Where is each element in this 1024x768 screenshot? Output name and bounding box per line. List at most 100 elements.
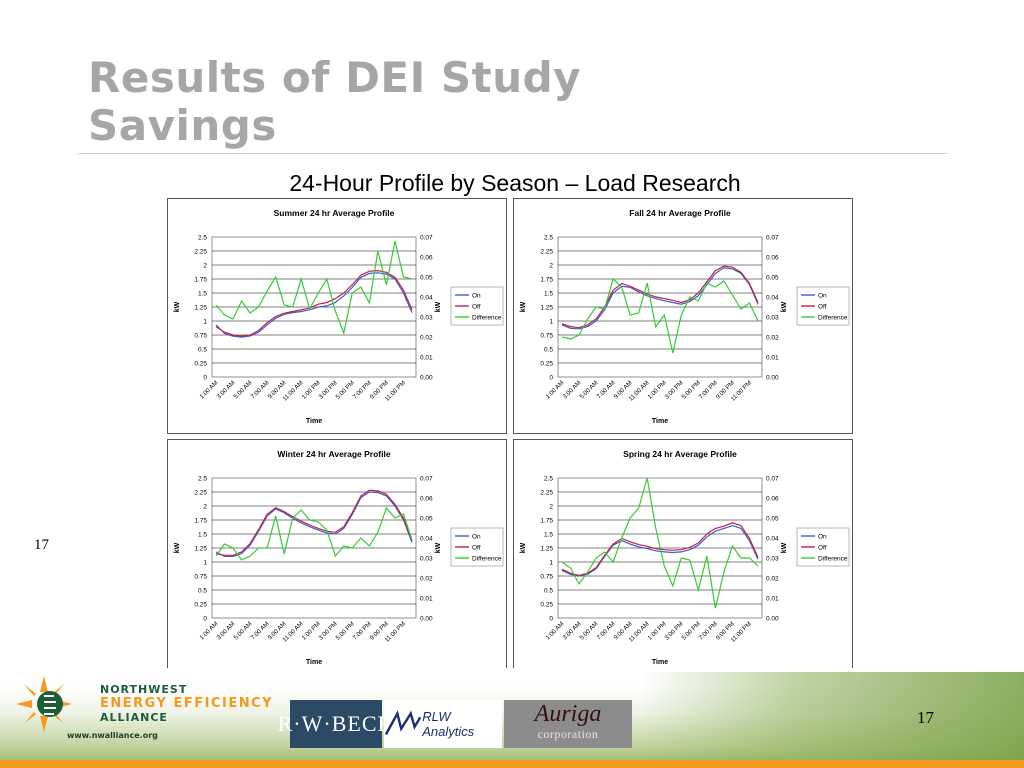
y2-tick-label: 0.00	[766, 616, 779, 623]
slide-subtitle: 24-Hour Profile by Season – Load Researc…	[289, 170, 741, 196]
y-tick-label: 0	[549, 616, 553, 623]
y-tick-label: 0.75	[194, 333, 207, 340]
y2-axis-label: kW	[781, 301, 788, 312]
legend-label: On	[472, 534, 481, 541]
y-tick-label: 0.25	[540, 602, 553, 609]
legend-label: Difference	[472, 315, 502, 322]
y-tick-label: 2	[549, 263, 553, 270]
y2-tick-label: 0.03	[420, 315, 433, 322]
chart-panel-fall: Fall 24 hr Average Profile 0 0.25 0.5 0.75 1 1…	[513, 198, 853, 434]
y-tick-label: 1.5	[198, 291, 207, 298]
y-tick-label: 0.75	[540, 574, 553, 581]
series-line-off	[215, 489, 413, 556]
y2-tick-label: 0.06	[766, 255, 779, 262]
series-line-off	[561, 265, 759, 329]
auriga-main: Auriga	[534, 701, 602, 727]
y2-tick-label: 0.00	[766, 375, 779, 382]
y2-tick-label: 0.04	[420, 536, 433, 543]
series-line-difference	[561, 277, 759, 354]
y-tick-label: 1.5	[544, 532, 553, 539]
y2-tick-label: 0.03	[766, 556, 779, 563]
y2-tick-label: 0.07	[766, 235, 779, 242]
auriga-logo: Auriga corporation	[504, 700, 632, 748]
y-tick-label: 2.25	[194, 249, 207, 256]
x-axis-label: Time	[652, 659, 668, 666]
rlw-analytics-logo: RLW Analytics	[384, 700, 502, 748]
y2-tick-label: 0.02	[766, 576, 779, 583]
y-tick-label: 1.5	[544, 291, 553, 298]
legend-label: Off	[472, 545, 481, 552]
y2-tick-label: 0.05	[420, 516, 433, 523]
legend-label: Off	[818, 304, 827, 311]
y2-tick-label: 0.06	[420, 255, 433, 262]
y2-tick-label: 0.01	[766, 596, 779, 603]
y-tick-label: 2.25	[194, 490, 207, 497]
x-axis-label: Time	[306, 659, 322, 666]
y-tick-label: 1.25	[540, 546, 553, 553]
y2-tick-label: 0.07	[766, 476, 779, 483]
nw-url: www.nwalliance.org	[67, 731, 158, 740]
auriga-sub: corporation	[537, 727, 599, 741]
x-axis-label: Time	[306, 418, 322, 425]
nw-line1: NORTHWEST	[100, 683, 188, 696]
legend-label: Off	[818, 545, 827, 552]
legend-label: Difference	[818, 315, 848, 322]
slide-title-line1: Results of DEI Study	[88, 53, 582, 102]
y2-tick-label: 0.02	[766, 335, 779, 342]
y-tick-label: 2.5	[198, 235, 207, 242]
y-axis-label: kW	[520, 301, 527, 312]
y-tick-label: 2.5	[544, 476, 553, 483]
y-tick-label: 1.25	[194, 546, 207, 553]
y-tick-label: 1	[549, 319, 553, 326]
y-tick-label: 2.5	[198, 476, 207, 483]
x-axis-label: Time	[652, 418, 668, 425]
y-tick-label: 1.75	[194, 518, 207, 525]
grass-image	[640, 672, 1024, 762]
y2-tick-label: 0.06	[766, 496, 779, 503]
slide-title-line2: Savings	[88, 101, 277, 150]
y2-tick-label: 0.04	[766, 536, 779, 543]
series-line-off	[215, 269, 413, 337]
y2-tick-label: 0.05	[766, 275, 779, 282]
legend-label: Difference	[472, 556, 502, 563]
y-axis-label: kW	[520, 542, 527, 553]
nw-line3: ALLIANCE	[100, 711, 168, 724]
y2-axis-label: kW	[781, 542, 788, 553]
y2-tick-label: 0.00	[420, 616, 433, 623]
rlw-swoosh-icon	[384, 710, 422, 736]
series-line-difference	[215, 240, 413, 336]
y2-tick-label: 0.07	[420, 235, 433, 242]
y-tick-label: 0.5	[198, 588, 207, 595]
y2-tick-label: 0.01	[420, 355, 433, 362]
chart-svg: Fall 24 hr Average Profile 0 0.25 0.5 0.75 1 1…	[520, 208, 850, 425]
y-tick-label: 0.25	[194, 361, 207, 368]
y-tick-label: 1.75	[194, 277, 207, 284]
chart-panel-summer: Summer 24 hr Average Profile 0 0.25 0.5 0.75…	[167, 198, 507, 434]
chart-svg: Spring 24 hr Average Profile 0 0.25 0.5 0.75…	[520, 449, 850, 666]
y-tick-label: 1	[203, 319, 207, 326]
series-line-difference	[561, 477, 759, 609]
title-divider	[78, 153, 948, 154]
legend-label: Difference	[818, 556, 848, 563]
chart-svg: Winter 24 hr Average Profile 0 0.25 0.5 0.75…	[174, 449, 504, 666]
y2-tick-label: 0.02	[420, 335, 433, 342]
y-tick-label: 0.75	[194, 574, 207, 581]
y2-tick-label: 0.04	[420, 295, 433, 302]
y2-tick-label: 0.02	[420, 576, 433, 583]
y2-tick-label: 0.03	[420, 556, 433, 563]
series-line-on	[215, 491, 413, 558]
y2-tick-label: 0.00	[420, 375, 433, 382]
y-tick-label: 1.25	[540, 305, 553, 312]
series-line-difference	[215, 506, 413, 561]
nw-alliance-wordmark: NORTHWEST ENERGY EFFICIENCY ALLIANCE	[100, 683, 273, 725]
chart-title: Winter 24 hr Average Profile	[277, 449, 390, 459]
chart-panel-spring: Spring 24 hr Average Profile 0 0.25 0.5 0.75…	[513, 439, 853, 675]
series-line-on	[215, 272, 413, 338]
y-tick-label: 1	[549, 560, 553, 567]
rlw-label: RLW Analytics	[422, 709, 475, 739]
chart-svg: Summer 24 hr Average Profile 0 0.25 0.5 0.75…	[174, 208, 504, 425]
y2-tick-label: 0.07	[420, 476, 433, 483]
y2-tick-label: 0.04	[766, 295, 779, 302]
y2-tick-label: 0.03	[766, 315, 779, 322]
y2-tick-label: 0.05	[766, 516, 779, 523]
